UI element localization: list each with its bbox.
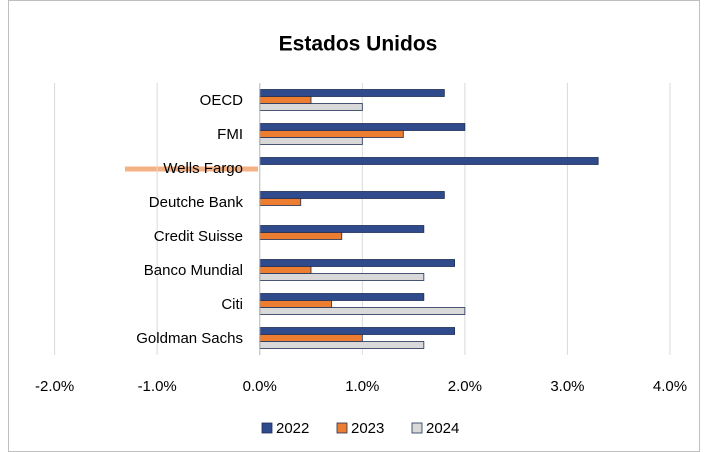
bar	[259, 273, 425, 281]
x-tick-label: 0.0%	[243, 378, 277, 395]
y-tick-label: Banco Mundial	[144, 262, 243, 279]
bar	[259, 259, 456, 267]
bar	[259, 307, 466, 315]
legend-swatch	[261, 422, 273, 434]
bar	[259, 293, 425, 301]
y-tick-label: FMI	[217, 126, 243, 143]
bar	[259, 123, 466, 131]
x-tick-label: 3.0%	[550, 378, 584, 395]
bar	[259, 130, 404, 138]
legend-swatch	[411, 422, 423, 434]
x-tick-label: -1.0%	[138, 378, 177, 395]
legend-label: 2024	[426, 420, 459, 437]
x-tick-label: 2.0%	[448, 378, 482, 395]
bar	[259, 157, 599, 165]
bar	[259, 191, 445, 199]
bar	[259, 266, 312, 274]
y-tick-label: OECD	[200, 92, 244, 109]
y-tick-label: Credit Suisse	[154, 228, 243, 245]
legend-swatch	[336, 422, 348, 434]
y-tick-label: Wells Fargo	[163, 160, 243, 177]
bar	[259, 334, 363, 342]
x-tick-label: 1.0%	[345, 378, 379, 395]
bar	[259, 225, 425, 233]
x-tick-label: 4.0%	[653, 378, 687, 395]
bar	[259, 327, 456, 335]
y-tick-label: Deutche Bank	[149, 194, 244, 211]
bar	[259, 300, 332, 308]
chart-title: Estados Unidos	[279, 33, 438, 56]
bar	[259, 198, 302, 206]
bar	[259, 96, 312, 104]
x-tick-label: -2.0%	[35, 378, 74, 395]
y-tick-label: Citi	[221, 296, 243, 313]
bar	[259, 103, 363, 111]
bar	[259, 232, 343, 240]
legend-label: 2022	[276, 420, 309, 437]
legend-label: 2023	[351, 420, 384, 437]
bar	[259, 89, 445, 97]
bar	[259, 137, 363, 145]
y-tick-label: Goldman Sachs	[136, 330, 243, 347]
bar	[259, 341, 425, 349]
